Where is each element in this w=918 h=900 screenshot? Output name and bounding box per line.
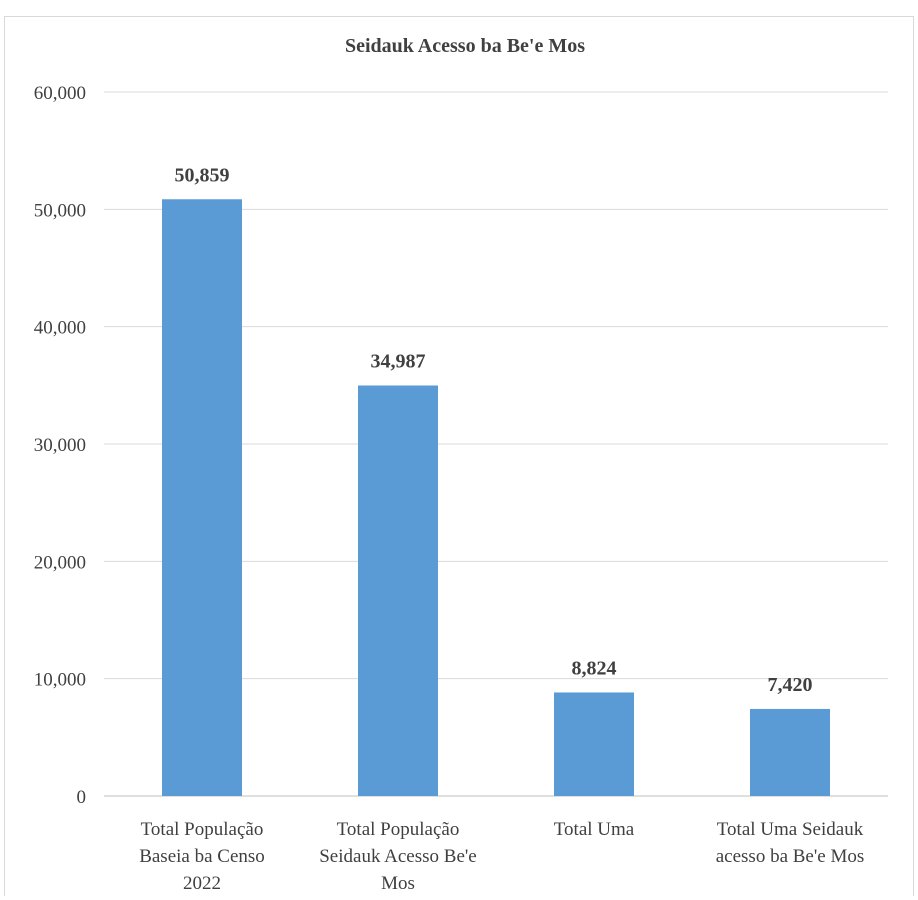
x-category-label: Total População xyxy=(141,819,264,840)
data-labels: 50,859 34,987 8,824 7,420 xyxy=(175,164,813,696)
x-category-label: 2022 xyxy=(183,873,221,894)
y-tick-label: 40,000 xyxy=(34,318,86,339)
data-label: 8,824 xyxy=(572,657,617,679)
bar xyxy=(554,692,634,796)
y-axis-tick-labels: 0 10,000 20,000 30,000 40,000 50,000 60,000 xyxy=(34,83,86,808)
chart-frame xyxy=(4,16,914,896)
bar xyxy=(162,199,242,796)
y-tick-label: 10,000 xyxy=(34,670,86,691)
x-category-label: Total Uma Seidauk xyxy=(717,819,864,840)
x-category-label: Seidauk Acesso Be'e xyxy=(319,846,477,867)
x-axis-category-labels: Total População Baseia ba Censo 2022 Total … xyxy=(139,819,864,894)
chart-title: Seidauk Acesso ba Be'e Mos xyxy=(345,35,585,57)
y-tick-label: 60,000 xyxy=(34,83,86,104)
x-category-label: Baseia ba Censo xyxy=(139,846,265,867)
bar xyxy=(750,708,830,796)
x-category-label: Total Uma xyxy=(554,819,635,840)
x-category-label: Total População xyxy=(337,819,460,840)
y-tick-label: 30,000 xyxy=(34,435,86,456)
bars xyxy=(162,199,830,796)
y-tick-label: 50,000 xyxy=(34,200,86,221)
y-tick-label: 0 xyxy=(77,787,87,808)
data-label: 34,987 xyxy=(371,350,426,372)
y-tick-label: 20,000 xyxy=(34,552,86,573)
data-label: 50,859 xyxy=(175,164,230,186)
x-category-label: Mos xyxy=(381,873,415,894)
bar xyxy=(358,385,438,796)
data-label: 7,420 xyxy=(768,674,813,696)
x-category-label: acesso ba Be'e Mos xyxy=(716,846,865,867)
